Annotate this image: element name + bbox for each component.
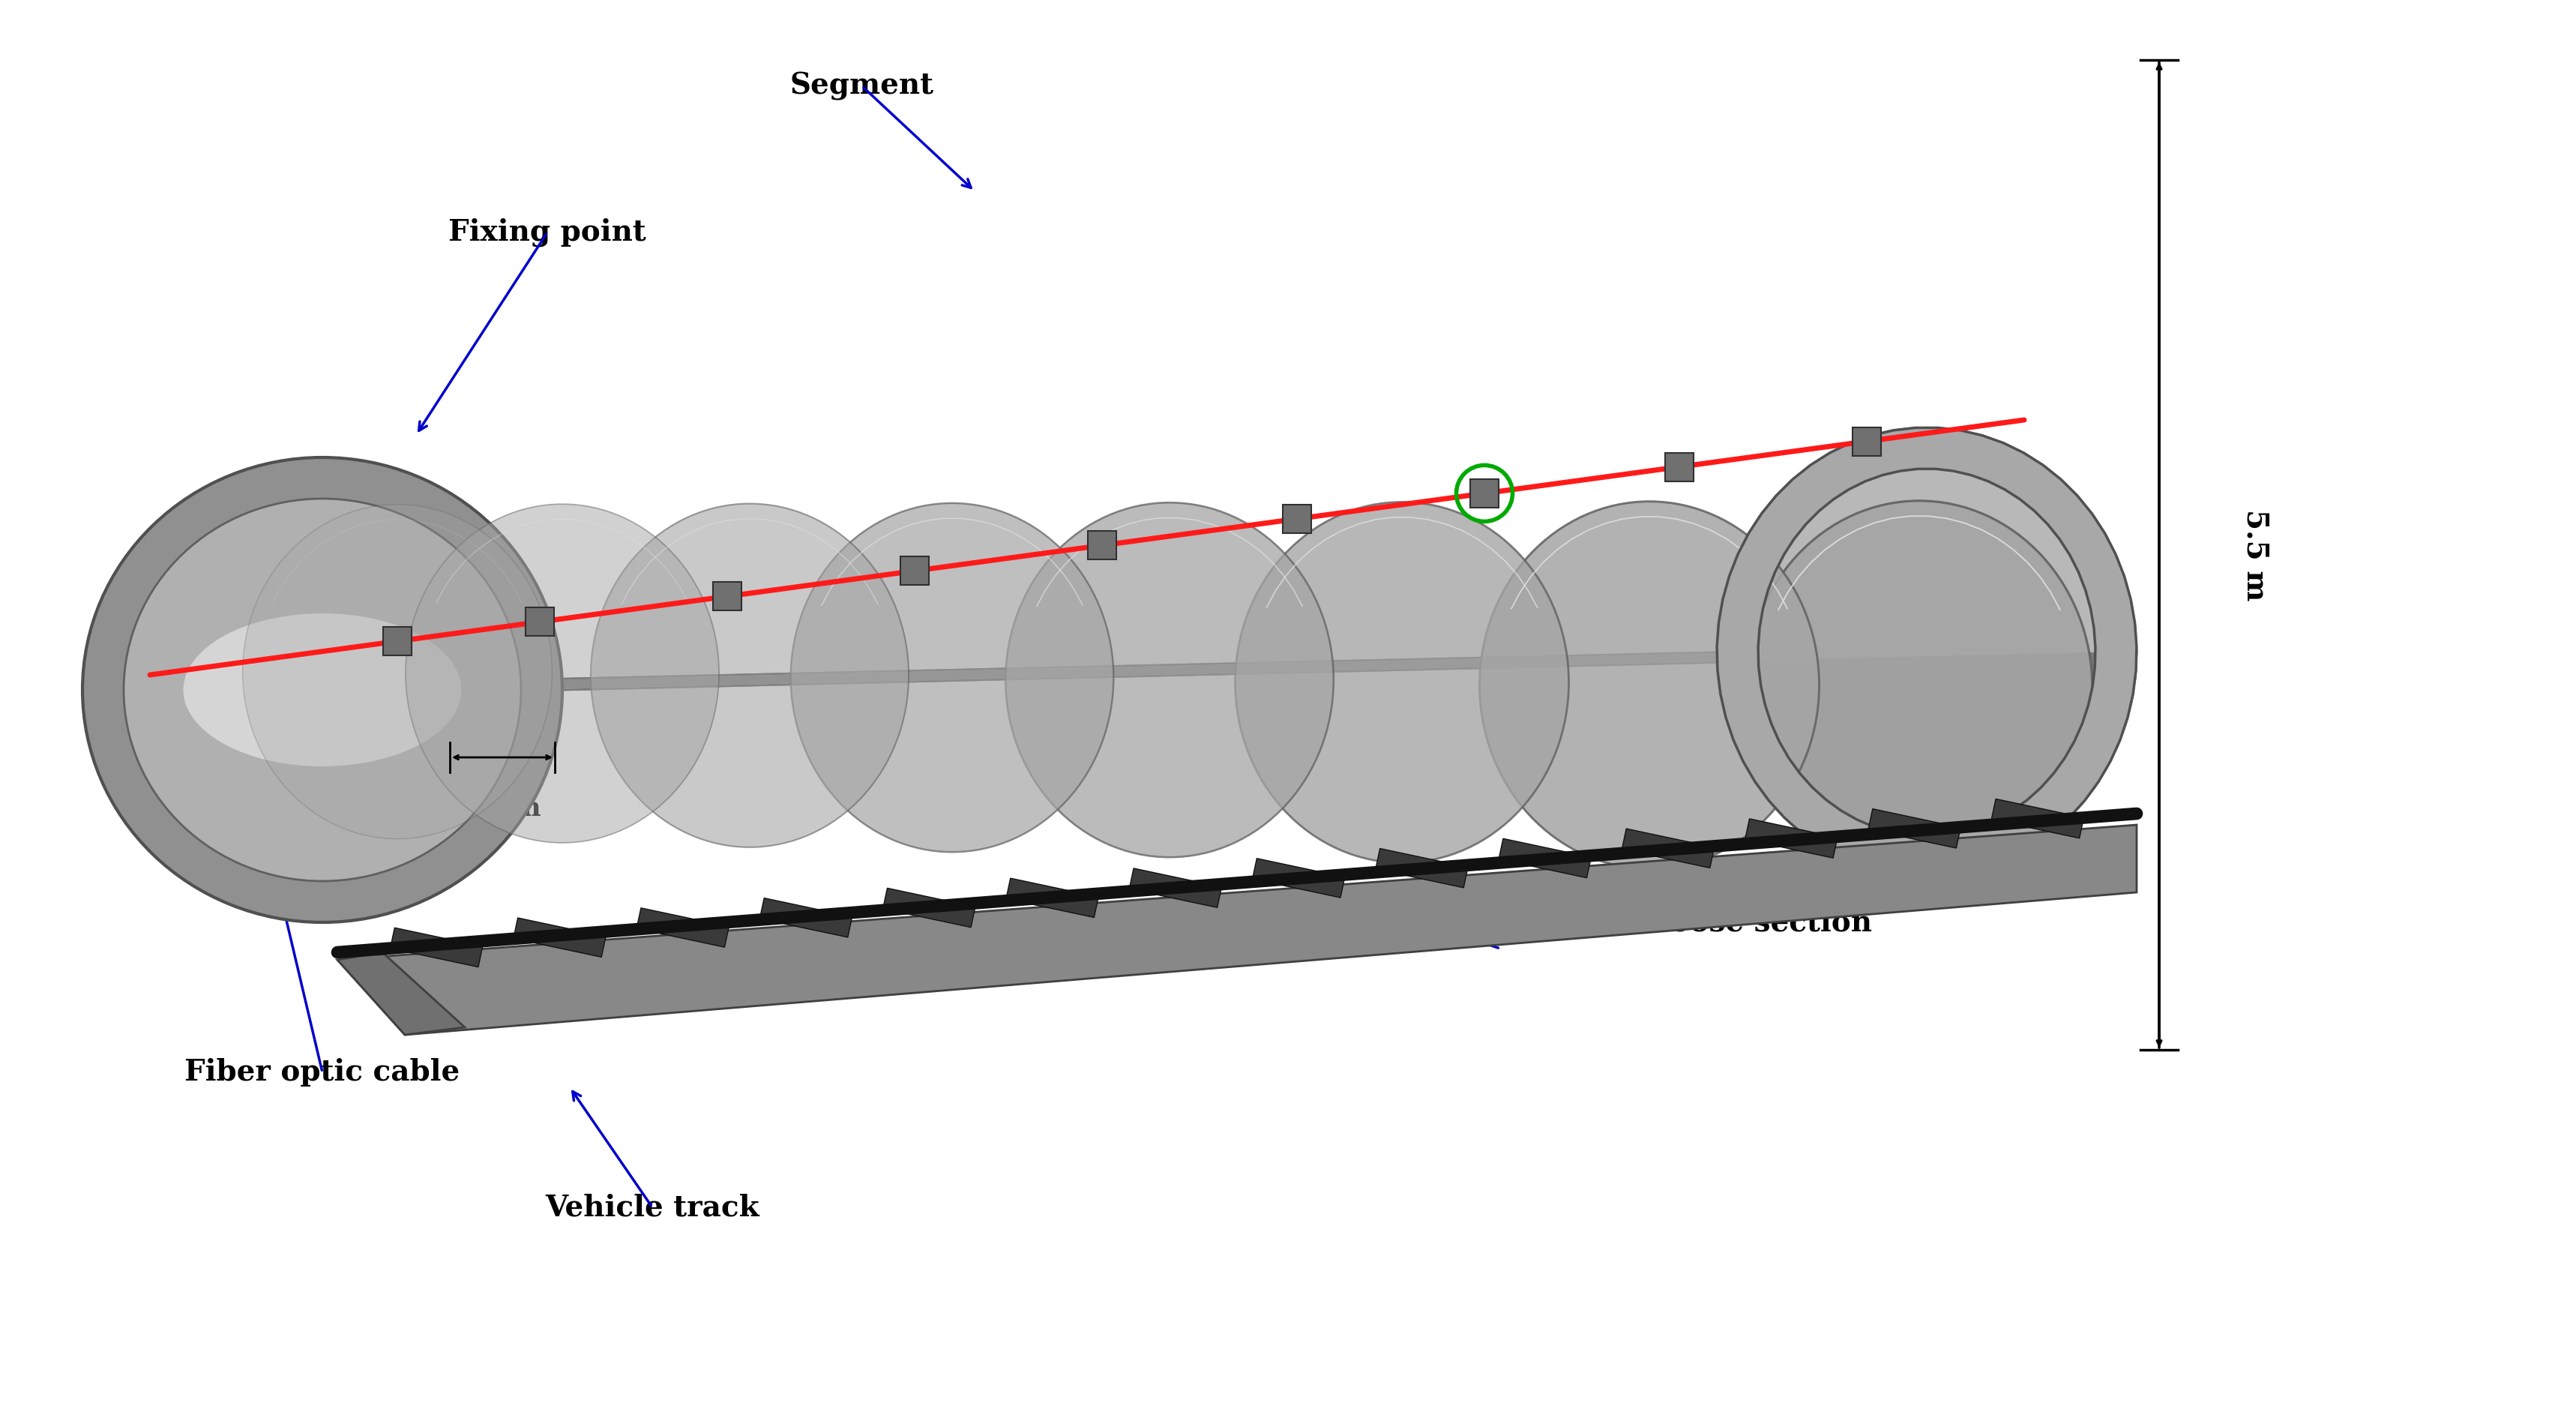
Text: Loose section: Loose section xyxy=(1649,907,1873,937)
Polygon shape xyxy=(1716,428,2136,878)
Text: Fixing point: Fixing point xyxy=(448,218,647,247)
FancyBboxPatch shape xyxy=(1868,809,1960,848)
Ellipse shape xyxy=(1747,500,2092,875)
FancyBboxPatch shape xyxy=(1252,858,1345,898)
Bar xyxy=(714,582,742,610)
FancyBboxPatch shape xyxy=(1376,848,1468,888)
Polygon shape xyxy=(337,824,2136,1034)
Ellipse shape xyxy=(183,613,461,766)
Bar xyxy=(526,607,554,635)
Text: Vehicle track: Vehicle track xyxy=(546,1193,760,1222)
Polygon shape xyxy=(82,428,2136,690)
Text: Segment: Segment xyxy=(791,72,935,100)
Polygon shape xyxy=(124,469,2094,690)
FancyBboxPatch shape xyxy=(884,888,974,927)
Ellipse shape xyxy=(1005,503,1334,857)
Ellipse shape xyxy=(1479,502,1819,869)
Polygon shape xyxy=(82,652,2136,921)
Ellipse shape xyxy=(82,458,562,923)
FancyBboxPatch shape xyxy=(760,898,853,937)
Text: Fiber optic cable: Fiber optic cable xyxy=(185,1058,461,1086)
FancyBboxPatch shape xyxy=(1744,819,1837,858)
FancyBboxPatch shape xyxy=(1005,878,1097,917)
Bar xyxy=(1471,479,1499,507)
Ellipse shape xyxy=(242,504,551,838)
Ellipse shape xyxy=(124,499,520,881)
Ellipse shape xyxy=(1234,502,1569,862)
FancyBboxPatch shape xyxy=(1620,828,1713,868)
FancyBboxPatch shape xyxy=(636,907,729,947)
Ellipse shape xyxy=(590,503,909,847)
Bar xyxy=(1664,452,1692,480)
Ellipse shape xyxy=(404,504,719,843)
FancyBboxPatch shape xyxy=(389,927,482,967)
FancyBboxPatch shape xyxy=(1128,868,1221,907)
Bar xyxy=(1852,427,1880,455)
FancyBboxPatch shape xyxy=(1991,799,2084,838)
FancyBboxPatch shape xyxy=(513,917,605,957)
Text: 1.2 m: 1.2 m xyxy=(456,795,541,820)
Text: 5.5 m: 5.5 m xyxy=(2241,509,2269,600)
FancyBboxPatch shape xyxy=(1499,838,1589,878)
Bar xyxy=(1283,504,1311,533)
Bar xyxy=(1087,531,1115,559)
Polygon shape xyxy=(124,652,2094,881)
Polygon shape xyxy=(337,952,464,1034)
Ellipse shape xyxy=(791,503,1113,852)
Bar xyxy=(384,627,412,655)
Bar xyxy=(899,557,927,585)
